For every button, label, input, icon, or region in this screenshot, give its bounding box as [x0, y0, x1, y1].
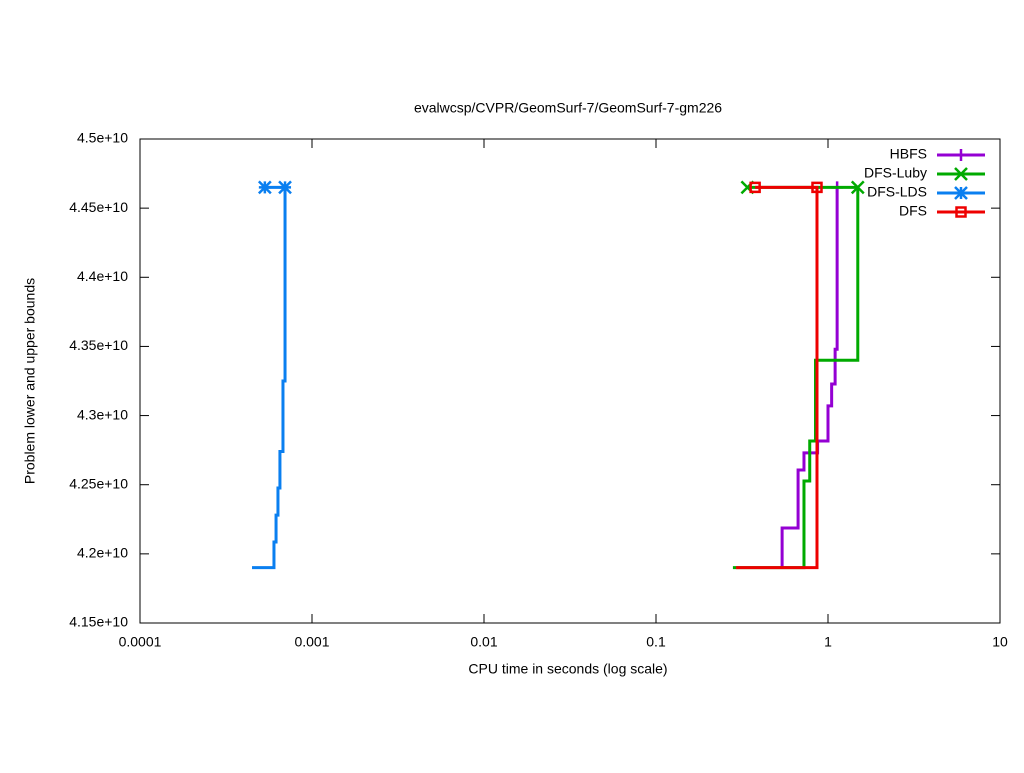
x-tick-label: 1: [824, 634, 832, 650]
x-axis-label: CPU time in seconds (log scale): [468, 661, 667, 677]
series-marker: [278, 180, 292, 195]
y-tick-label: 4.35e+10: [69, 337, 128, 353]
y-tick-label: 4.25e+10: [69, 475, 128, 491]
series-line: [252, 185, 287, 570]
series-marker: [850, 180, 865, 195]
x-tick-label: 0.01: [470, 634, 497, 650]
legend-label: DFS: [899, 203, 927, 219]
series-marker: [257, 180, 272, 195]
x-tick-label: 10: [992, 634, 1008, 650]
chart-title: evalwcsp/CVPR/GeomSurf-7/GeomSurf-7-gm22…: [414, 100, 722, 116]
x-tick-label: 0.001: [294, 634, 329, 650]
y-tick-label: 4.15e+10: [69, 614, 128, 630]
y-tick-label: 4.3e+10: [77, 406, 128, 422]
legend-marker: [954, 167, 968, 181]
y-tick-label: 4.5e+10: [77, 130, 128, 146]
legend-label: DFS-Luby: [864, 165, 927, 181]
legend-marker: [954, 186, 968, 200]
series-marker: [811, 181, 823, 194]
legend-marker: [955, 149, 967, 161]
y-axis-label: Problem lower and upper bounds: [22, 278, 38, 484]
series-line: [780, 187, 839, 568]
legend-label: DFS-LDS: [867, 184, 927, 200]
legend-label: HBFS: [890, 146, 927, 162]
legend-marker: [955, 206, 967, 218]
plot-frame: [139, 138, 1001, 624]
y-tick-label: 4.4e+10: [77, 268, 128, 284]
y-tick-label: 4.45e+10: [69, 199, 128, 215]
series-marker: [749, 181, 761, 194]
x-tick-label: 0.1: [646, 634, 666, 650]
y-tick-label: 4.2e+10: [77, 545, 128, 561]
series-line: [736, 185, 819, 570]
x-tick-label: 0.0001: [119, 634, 162, 650]
